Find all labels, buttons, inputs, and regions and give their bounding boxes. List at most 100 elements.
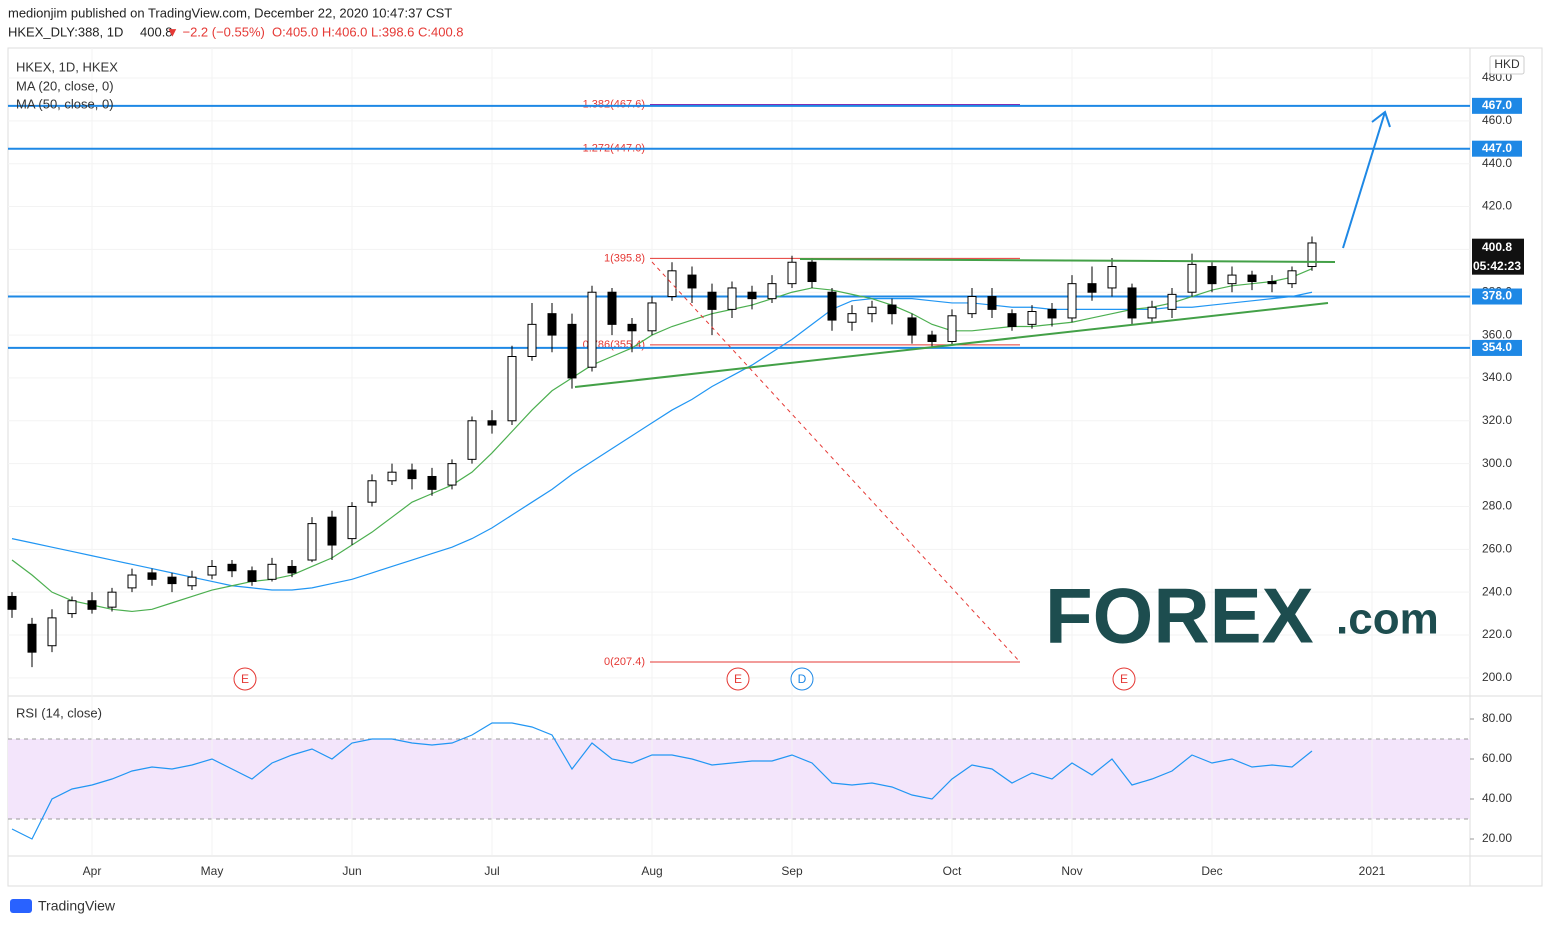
x-tick-label: Jul bbox=[484, 864, 499, 878]
countdown: 05:42:23 bbox=[1473, 259, 1521, 273]
candle-body bbox=[7, 595, 17, 610]
change: ▼ −2.2 (−0.55%) bbox=[166, 24, 265, 39]
last-price: 400.8 bbox=[1482, 240, 1512, 254]
event-marker bbox=[1112, 667, 1136, 691]
candle-body bbox=[327, 516, 337, 546]
event-label: E bbox=[1120, 672, 1128, 686]
candle-body bbox=[787, 261, 797, 285]
candle-body bbox=[567, 323, 577, 379]
candle-body bbox=[1127, 287, 1137, 319]
last-price-box bbox=[1472, 238, 1524, 275]
x-tick-label: Apr bbox=[83, 864, 102, 878]
candle-body bbox=[307, 523, 317, 561]
candle-body bbox=[287, 565, 297, 574]
candle-body bbox=[27, 623, 37, 653]
fib-diagonal bbox=[651, 261, 1021, 663]
candle-body bbox=[807, 261, 817, 283]
candle-body bbox=[987, 296, 997, 310]
events: E E D E bbox=[233, 667, 1136, 691]
fib-label: 1(395.8) bbox=[604, 252, 645, 264]
candle-body bbox=[627, 323, 637, 332]
event-label: D bbox=[798, 672, 807, 686]
level-label: 378.0 bbox=[1482, 289, 1512, 303]
fib-label: 0(207.4) bbox=[604, 656, 645, 668]
candle-body bbox=[247, 570, 257, 582]
level-label: 447.0 bbox=[1482, 141, 1512, 155]
y-tick-label: 360.0 bbox=[1482, 327, 1512, 341]
frame bbox=[7, 47, 1543, 887]
candle-body bbox=[107, 591, 117, 608]
candle-body bbox=[87, 600, 97, 610]
event-label: E bbox=[241, 672, 249, 686]
x-tick-label: Nov bbox=[1061, 864, 1082, 878]
candle-body bbox=[267, 563, 277, 580]
candle-body bbox=[427, 475, 437, 490]
candle-body bbox=[1287, 270, 1297, 285]
legend-symbol: HKEX, 1D, HKEX bbox=[16, 59, 118, 74]
candle-body bbox=[187, 576, 197, 587]
event-label: E bbox=[734, 672, 742, 686]
candle-body bbox=[447, 463, 457, 486]
y-tick-label: 460.0 bbox=[1482, 113, 1512, 127]
candle-body bbox=[707, 291, 717, 310]
plot: 200.0 220.0 240.0 260.0 280.0 300.0 320.0 340.0… bbox=[7, 48, 1524, 878]
rsi-line bbox=[11, 722, 1313, 840]
y-tick-label: 340.0 bbox=[1482, 370, 1512, 384]
fib-label: 1.382(467.6) bbox=[583, 98, 645, 110]
candle-body bbox=[167, 576, 177, 585]
y-tick-label: 420.0 bbox=[1482, 199, 1512, 213]
currency: HKD bbox=[1494, 57, 1520, 71]
candle-body bbox=[1067, 283, 1077, 319]
candle-body bbox=[1087, 283, 1097, 293]
candle-body bbox=[607, 291, 617, 325]
candle-body bbox=[887, 304, 897, 315]
symbol: HKEX_DLY:388, 1D bbox=[8, 24, 123, 39]
candle-body bbox=[467, 420, 477, 460]
candle-body bbox=[1007, 313, 1017, 328]
candle-body bbox=[407, 469, 417, 480]
currency-box bbox=[1489, 55, 1525, 75]
candle-body bbox=[1307, 242, 1317, 268]
y-tick-label: 200.0 bbox=[1482, 670, 1512, 684]
candle-body bbox=[907, 317, 917, 336]
support-trendline bbox=[574, 302, 1329, 388]
candle-body bbox=[207, 565, 217, 576]
level-label: 467.0 bbox=[1482, 98, 1512, 112]
y-tick-label: 280.0 bbox=[1482, 499, 1512, 513]
candle-body bbox=[507, 356, 517, 422]
legend-ma20: MA (20, close, 0) bbox=[16, 78, 114, 93]
level-box bbox=[1472, 288, 1522, 305]
candle-body bbox=[727, 287, 737, 310]
candle-body bbox=[747, 291, 757, 300]
y-tick-label: 300.0 bbox=[1482, 456, 1512, 470]
y-tick-label: 220.0 bbox=[1482, 627, 1512, 641]
candle-body bbox=[1167, 293, 1177, 310]
level-label: 354.0 bbox=[1482, 340, 1512, 354]
candle-body bbox=[487, 420, 497, 426]
y-tick-label: 260.0 bbox=[1482, 541, 1512, 555]
y-tick-label: 320.0 bbox=[1482, 413, 1512, 427]
x-tick-label: May bbox=[201, 864, 224, 878]
candle-body bbox=[47, 617, 57, 647]
ma20-line bbox=[11, 268, 1313, 613]
tv-logo bbox=[10, 899, 32, 913]
candle-body bbox=[767, 283, 777, 300]
arrow bbox=[1342, 110, 1391, 249]
candle-body bbox=[347, 505, 357, 540]
x-tick-label: 2021 bbox=[1359, 864, 1386, 878]
publisher: medionjim published on TradingView.com, … bbox=[8, 5, 452, 20]
level-box bbox=[1472, 140, 1522, 157]
y-tick-label: 240.0 bbox=[1482, 584, 1512, 598]
resistance-trendline bbox=[799, 258, 1336, 263]
watermark-domain: .com bbox=[1336, 595, 1439, 644]
event-marker bbox=[726, 667, 750, 691]
candle-body bbox=[147, 572, 157, 580]
footer: TradingView bbox=[38, 898, 116, 914]
price: 400.8 bbox=[140, 24, 173, 39]
candle-body bbox=[527, 323, 537, 358]
candle-body bbox=[947, 315, 957, 343]
candle-body bbox=[1187, 263, 1197, 293]
x-tick-label: Sep bbox=[781, 864, 803, 878]
candle-body bbox=[127, 574, 137, 589]
